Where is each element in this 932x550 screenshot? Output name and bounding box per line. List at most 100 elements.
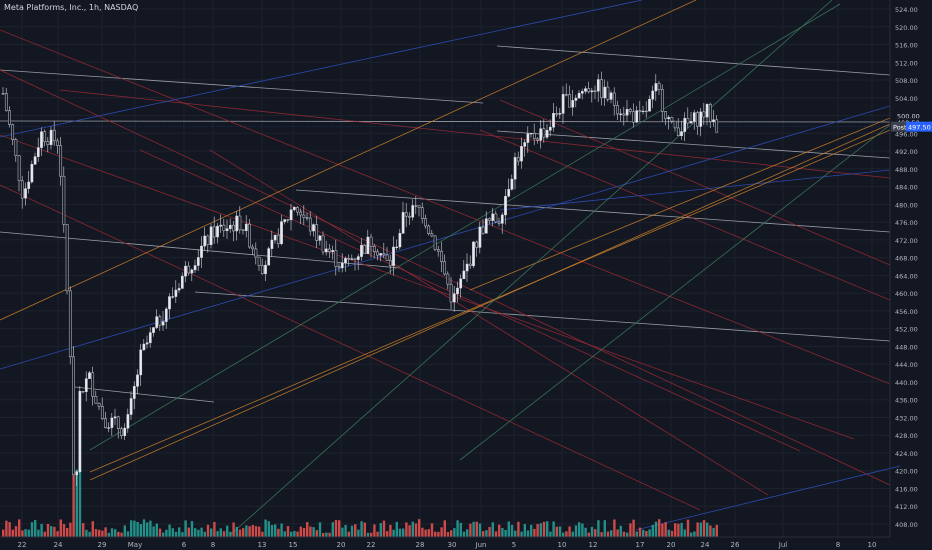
x-tick-label: 22 [367, 541, 376, 549]
y-tick-label: 496.00 [895, 130, 918, 138]
candle-body [507, 189, 511, 197]
candle-body [520, 146, 523, 162]
candle-body [408, 215, 411, 218]
trendline[interactable] [0, 120, 891, 123]
volume-bar [178, 527, 181, 537]
x-tick-label: 10 [558, 541, 567, 549]
trendline[interactable] [229, 0, 833, 536]
trendline[interactable] [0, 69, 891, 486]
volume-bar [434, 531, 437, 537]
volume-bar [309, 526, 312, 537]
volume-bar [152, 526, 155, 537]
candle-body [510, 178, 514, 190]
candle-body [468, 263, 472, 267]
trendline[interactable] [89, 129, 891, 473]
trendline[interactable] [0, 0, 643, 138]
candle-body [606, 86, 610, 100]
candle-body [136, 374, 139, 387]
x-tick-label: 29 [98, 541, 107, 549]
candle-body [56, 140, 59, 146]
volume-bar [626, 532, 629, 537]
y-tick-label: 440.00 [895, 379, 918, 387]
trendline[interactable] [635, 465, 901, 531]
volume-bar [658, 519, 661, 537]
trendline[interactable] [295, 189, 891, 233]
trendline[interactable] [0, 105, 891, 370]
candle-body [296, 206, 299, 213]
volume-bar [8, 522, 11, 537]
volume-bar [299, 526, 302, 537]
volume-bar [21, 530, 24, 537]
trendline[interactable] [194, 291, 891, 342]
trendline[interactable] [139, 149, 801, 452]
volume-bar [370, 532, 373, 537]
candle-body [488, 218, 491, 221]
volume-bar [686, 519, 690, 537]
volume-bar [539, 523, 542, 537]
volume-bar [677, 523, 680, 537]
volume-bar [619, 525, 622, 537]
trendline[interactable] [0, 184, 701, 511]
volume-bar [123, 525, 126, 537]
volume-bar [133, 520, 136, 537]
candle-body [388, 260, 392, 266]
x-tick-label: 20 [337, 541, 346, 549]
candle-body [689, 121, 693, 124]
candle-body [148, 332, 152, 344]
candle-body [638, 110, 642, 113]
y-tick-label: 444.00 [895, 361, 918, 369]
candle-body [424, 218, 427, 227]
trendline[interactable] [89, 123, 891, 481]
trendline[interactable] [74, 386, 215, 403]
candle-body [430, 233, 434, 237]
trendline[interactable] [499, 99, 891, 266]
x-tick-label: 20 [667, 541, 676, 549]
candle-body [241, 229, 245, 231]
volume-bar [293, 530, 296, 537]
candle-body [436, 249, 440, 252]
trendline[interactable] [0, 0, 697, 321]
volume-bar [139, 524, 142, 537]
candle-body [372, 246, 376, 253]
volume-bar [190, 521, 194, 537]
trendline[interactable] [469, 117, 891, 291]
candle-body [11, 124, 15, 140]
volume-bar [450, 530, 453, 537]
trendline[interactable] [496, 45, 891, 76]
volume-bar [574, 525, 578, 537]
volume-bar [693, 531, 696, 537]
candle-body [193, 265, 197, 271]
trendline[interactable] [209, 149, 769, 496]
volume-bar [706, 522, 709, 537]
time-axis[interactable]: 22 24 29 May 6 8 13 15 20 22 28 30 Jun 5 10 12 17 20 24 26 J… [18, 541, 877, 549]
trendline[interactable] [499, 169, 891, 211]
volume-bar [267, 521, 270, 537]
candle-body [612, 92, 616, 106]
trendline[interactable] [459, 124, 891, 461]
volume-bar [386, 531, 389, 537]
trendline[interactable] [0, 134, 855, 440]
volume-bar [149, 520, 152, 537]
trendline[interactable] [59, 89, 891, 179]
trendline[interactable] [0, 29, 891, 385]
candle-body [491, 213, 495, 221]
candle-body [222, 224, 226, 231]
x-tick-label: 22 [18, 541, 27, 549]
y-tick-label: 480.00 [895, 201, 918, 209]
trendline[interactable] [89, 3, 841, 451]
volume-bar [296, 531, 299, 537]
volume-bar [59, 519, 62, 537]
y-tick-label: 468.00 [895, 255, 918, 263]
volume-bar [651, 524, 654, 537]
candle-body [571, 100, 575, 108]
candle-body [196, 257, 200, 266]
volume-bar [392, 529, 395, 537]
trendline[interactable] [0, 69, 484, 104]
volume-bar [270, 525, 274, 537]
price-axis[interactable]: 524.00 520.00 516.00 512.00 508.00 504.00 500.… [895, 6, 918, 529]
candle-body [632, 111, 635, 123]
volume-bar [357, 529, 360, 537]
candle-body [120, 428, 123, 437]
